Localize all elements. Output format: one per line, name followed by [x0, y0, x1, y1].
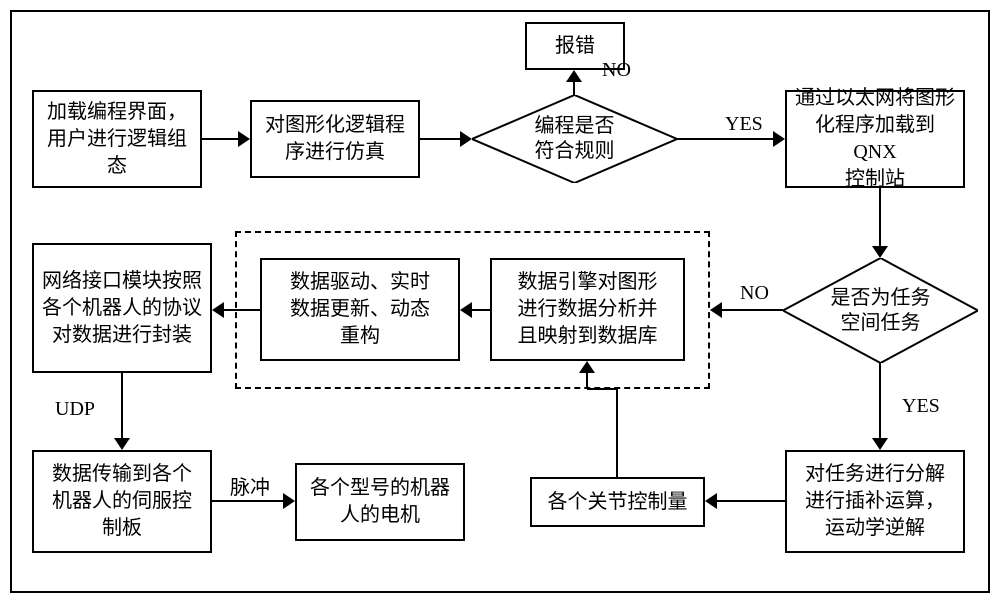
- node-label: 网络接口模块按照各个机器人的协议对数据进行封装: [42, 268, 202, 349]
- node-data-drive: 数据驱动、实时数据更新、动态重构: [260, 258, 460, 361]
- node-decision-rule: 编程是否符合规则: [472, 95, 677, 183]
- node-label: 各个关节控制量: [548, 489, 688, 516]
- node-label: 数据引擎对图形进行数据分析并且映射到数据库: [518, 269, 658, 350]
- node-label: 加载编程界面，用户进行逻辑组态: [47, 99, 187, 180]
- edge-label: NO: [602, 59, 631, 82]
- node-ethernet: 通过以太网将图形化程序加载到QNX控制站: [785, 90, 965, 188]
- node-motor: 各个型号的机器人的电机: [295, 463, 465, 541]
- edge-label: YES: [902, 395, 940, 418]
- node-label: 对任务进行分解进行插补运算，运动学逆解: [805, 461, 945, 542]
- node-label: 报错: [555, 33, 595, 60]
- edge-label: UDP: [55, 398, 95, 421]
- node-label: 编程是否符合规则: [535, 114, 615, 164]
- node-label: 各个型号的机器人的电机: [310, 475, 450, 529]
- node-joint: 各个关节控制量: [530, 477, 705, 527]
- node-label: 通过以太网将图形化程序加载到QNX控制站: [795, 85, 955, 193]
- node-label: 数据传输到各个机器人的伺服控制板: [52, 461, 192, 542]
- edge-label: YES: [725, 113, 763, 136]
- flowchart-canvas: 报错 加载编程界面，用户进行逻辑组态 对图形化逻辑程序进行仿真 通过以太网将图形…: [0, 0, 1000, 603]
- node-label: 数据驱动、实时数据更新、动态重构: [290, 269, 430, 350]
- node-decision-task: 是否为任务空间任务: [783, 258, 978, 363]
- node-load: 加载编程界面，用户进行逻辑组态: [32, 90, 202, 188]
- node-label: 是否为任务空间任务: [831, 286, 931, 336]
- edge-label: NO: [740, 282, 769, 305]
- node-label: 对图形化逻辑程序进行仿真: [265, 112, 405, 166]
- node-net-interface: 网络接口模块按照各个机器人的协议对数据进行封装: [32, 243, 212, 373]
- edge-label: 脉冲: [230, 471, 270, 500]
- node-sim: 对图形化逻辑程序进行仿真: [250, 100, 420, 178]
- node-servo: 数据传输到各个机器人的伺服控制板: [32, 450, 212, 553]
- node-data-engine: 数据引擎对图形进行数据分析并且映射到数据库: [490, 258, 685, 361]
- node-decompose: 对任务进行分解进行插补运算，运动学逆解: [785, 450, 965, 553]
